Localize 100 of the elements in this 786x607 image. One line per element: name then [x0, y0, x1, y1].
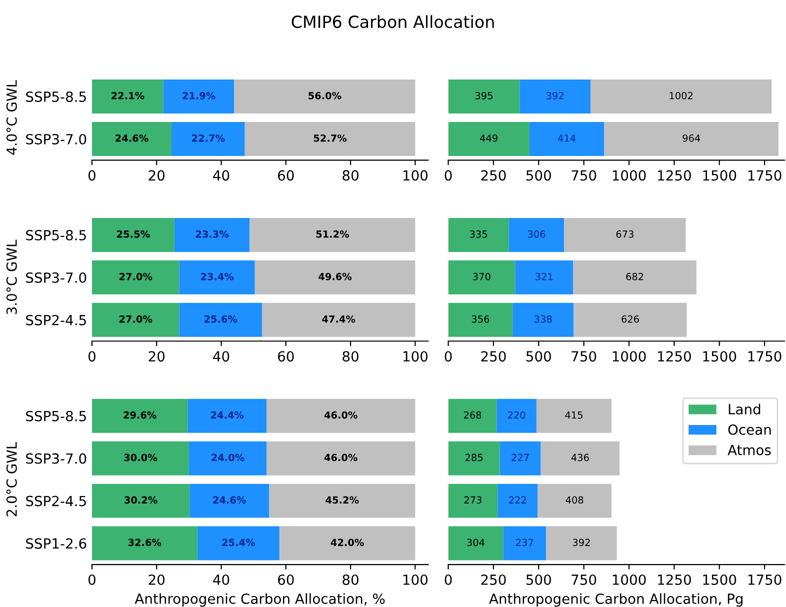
bar [92, 398, 188, 433]
data-label: 27.0% [120, 272, 152, 280]
bar [498, 484, 538, 518]
bar [92, 80, 164, 114]
data-label: 222 [509, 496, 526, 504]
bar [573, 260, 696, 294]
x-tick-label: 40 [213, 351, 230, 362]
x-axis-title: Anthropogenic Carbon Allocation, Pg [489, 593, 742, 607]
bar [590, 80, 772, 114]
data-label: 25.5% [117, 230, 150, 238]
data-label: 227 [512, 454, 529, 462]
data-label: 27.0% [120, 315, 152, 323]
x-tick-label: 1500 [703, 351, 736, 362]
x-tick-label: 60 [278, 351, 294, 362]
data-label: 392 [546, 92, 564, 100]
legend-label: Land [728, 404, 760, 414]
bar [234, 80, 416, 114]
data-label: 22.1% [112, 92, 144, 100]
bar [188, 398, 266, 433]
y-tick-label: SSP1-2.6 [26, 538, 86, 549]
bar [448, 441, 500, 476]
data-label: 32.6% [128, 538, 162, 546]
x-tick-label: 0 [444, 351, 452, 362]
bar [520, 80, 591, 114]
data-label: 47.4% [322, 315, 356, 323]
legend-label: Ocean [728, 424, 771, 435]
bar [536, 398, 612, 433]
x-tick-label: 0 [444, 574, 452, 585]
data-label: 30.2% [124, 496, 158, 504]
data-label: 285 [465, 454, 482, 462]
bar [503, 526, 546, 560]
y-tick-label: SSP2-4.5 [26, 496, 86, 506]
data-label: 24.4% [210, 411, 244, 419]
bar [266, 441, 416, 476]
x-tick-label: 1250 [658, 170, 691, 181]
data-label: 23.4% [200, 272, 234, 280]
data-label: 626 [622, 315, 639, 323]
x-tick-label: 100 [403, 170, 428, 181]
bar [262, 302, 416, 337]
x-tick-label: 1000 [612, 574, 646, 585]
bar [266, 398, 416, 433]
x-tick-label: 0 [88, 351, 96, 362]
data-label: 338 [534, 315, 552, 323]
x-tick-label: 1500 [703, 574, 736, 585]
bar [179, 260, 255, 294]
y-tick-label: SSP5-8.5 [26, 230, 86, 240]
y-tick-label: SSP3-7.0 [26, 272, 86, 283]
data-label: 415 [565, 411, 582, 419]
bar [496, 398, 536, 433]
x-tick-label: 500 [526, 170, 551, 181]
x-tick-label: 60 [278, 574, 294, 585]
x-tick-label: 1750 [748, 170, 782, 181]
x-tick-label: 1500 [703, 170, 736, 181]
bar [574, 302, 687, 337]
data-label: 24.0% [212, 454, 244, 462]
data-label: 449 [480, 134, 498, 142]
x-tick-label: 80 [342, 170, 358, 181]
data-label: 268 [464, 411, 482, 419]
x-tick-label: 0 [444, 170, 452, 181]
data-label: 49.6% [318, 272, 352, 280]
x-tick-label: 80 [342, 574, 358, 585]
bar [448, 260, 516, 294]
data-label: 46.0% [324, 454, 358, 462]
data-label: 356 [472, 315, 490, 323]
bar [508, 218, 564, 252]
bar [538, 484, 612, 518]
bar [448, 526, 504, 560]
bar [512, 302, 574, 337]
x-tick-label: 250 [481, 351, 506, 362]
bar [540, 441, 620, 476]
bar [515, 260, 574, 294]
data-label: 335 [470, 230, 487, 238]
x-tick-label: 1750 [748, 351, 782, 362]
data-label: 42.0% [330, 538, 364, 546]
y-tick-label: SSP3-7.0 [26, 134, 86, 144]
data-label: 25.4% [222, 538, 255, 546]
bar [92, 484, 190, 518]
bar [448, 398, 497, 433]
data-label: 24.6% [213, 496, 246, 504]
x-tick-label: 750 [572, 170, 596, 181]
data-label: 237 [516, 538, 534, 546]
x-tick-label: 0 [88, 574, 96, 585]
x-tick-label: 100 [403, 351, 428, 362]
legend-label: Atmos [728, 444, 771, 456]
data-label: 673 [616, 230, 634, 238]
y-axis-title: 2.0°C GWL [6, 442, 17, 516]
bar [604, 122, 778, 156]
x-tick-label: 60 [278, 170, 294, 181]
bar [279, 526, 416, 560]
x-tick-label: 100 [403, 574, 428, 585]
data-label: 304 [467, 538, 484, 546]
x-axis-title: Anthropogenic Carbon Allocation, % [134, 593, 385, 607]
x-tick-label: 750 [572, 351, 596, 362]
x-tick-label: 40 [213, 574, 230, 585]
data-label: 22.7% [192, 134, 225, 142]
x-tick-label: 0 [88, 170, 96, 181]
data-label: 306 [528, 230, 546, 238]
x-tick-label: 750 [572, 574, 596, 585]
x-tick-label: 500 [526, 351, 551, 362]
bar [529, 122, 604, 156]
